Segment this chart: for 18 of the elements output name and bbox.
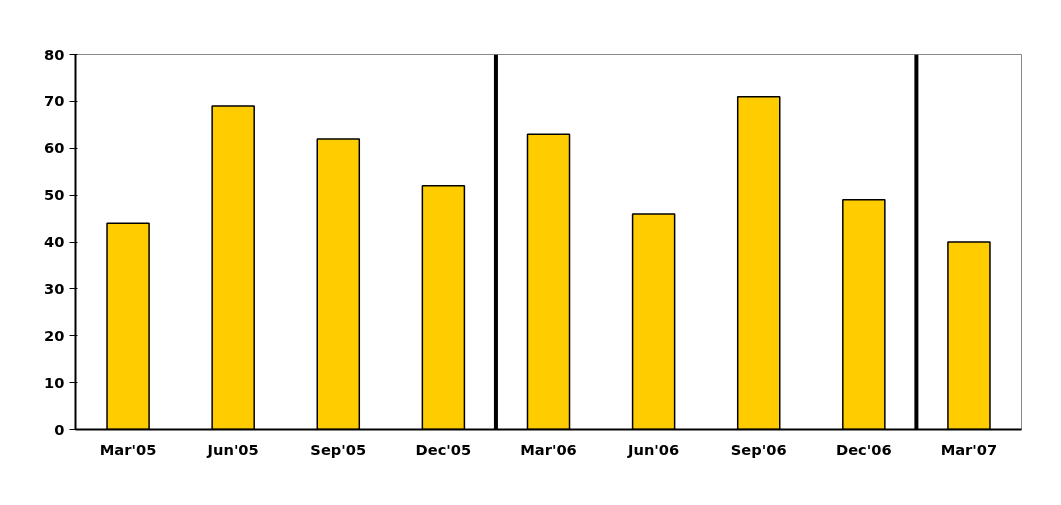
y-tick-label: 20: [44, 326, 65, 344]
y-tick-label: 40: [44, 233, 65, 250]
x-tick-label: Mar'06: [520, 440, 577, 458]
x-tick-label: Jun'06: [627, 440, 680, 458]
y-tick-label: 30: [44, 279, 65, 297]
y-tick-label: 70: [44, 92, 65, 110]
x-tick-label: Dec'05: [415, 440, 472, 458]
x-tick-label: Mar'07: [940, 440, 998, 458]
x-tick-label: Jun'05: [206, 440, 259, 458]
x-tick-label: Sep'05: [310, 440, 367, 458]
x-tick-label: Dec'06: [835, 440, 892, 458]
y-tick-label: 10: [44, 373, 65, 391]
x-tick-label: Sep'06: [730, 440, 787, 458]
y-tick-label: 50: [44, 186, 65, 204]
y-tick-label: 80: [44, 45, 65, 63]
x-tick-label: Mar'05: [99, 440, 157, 458]
y-tick-label: 60: [44, 139, 65, 157]
y-tick-label: 0: [54, 420, 65, 438]
